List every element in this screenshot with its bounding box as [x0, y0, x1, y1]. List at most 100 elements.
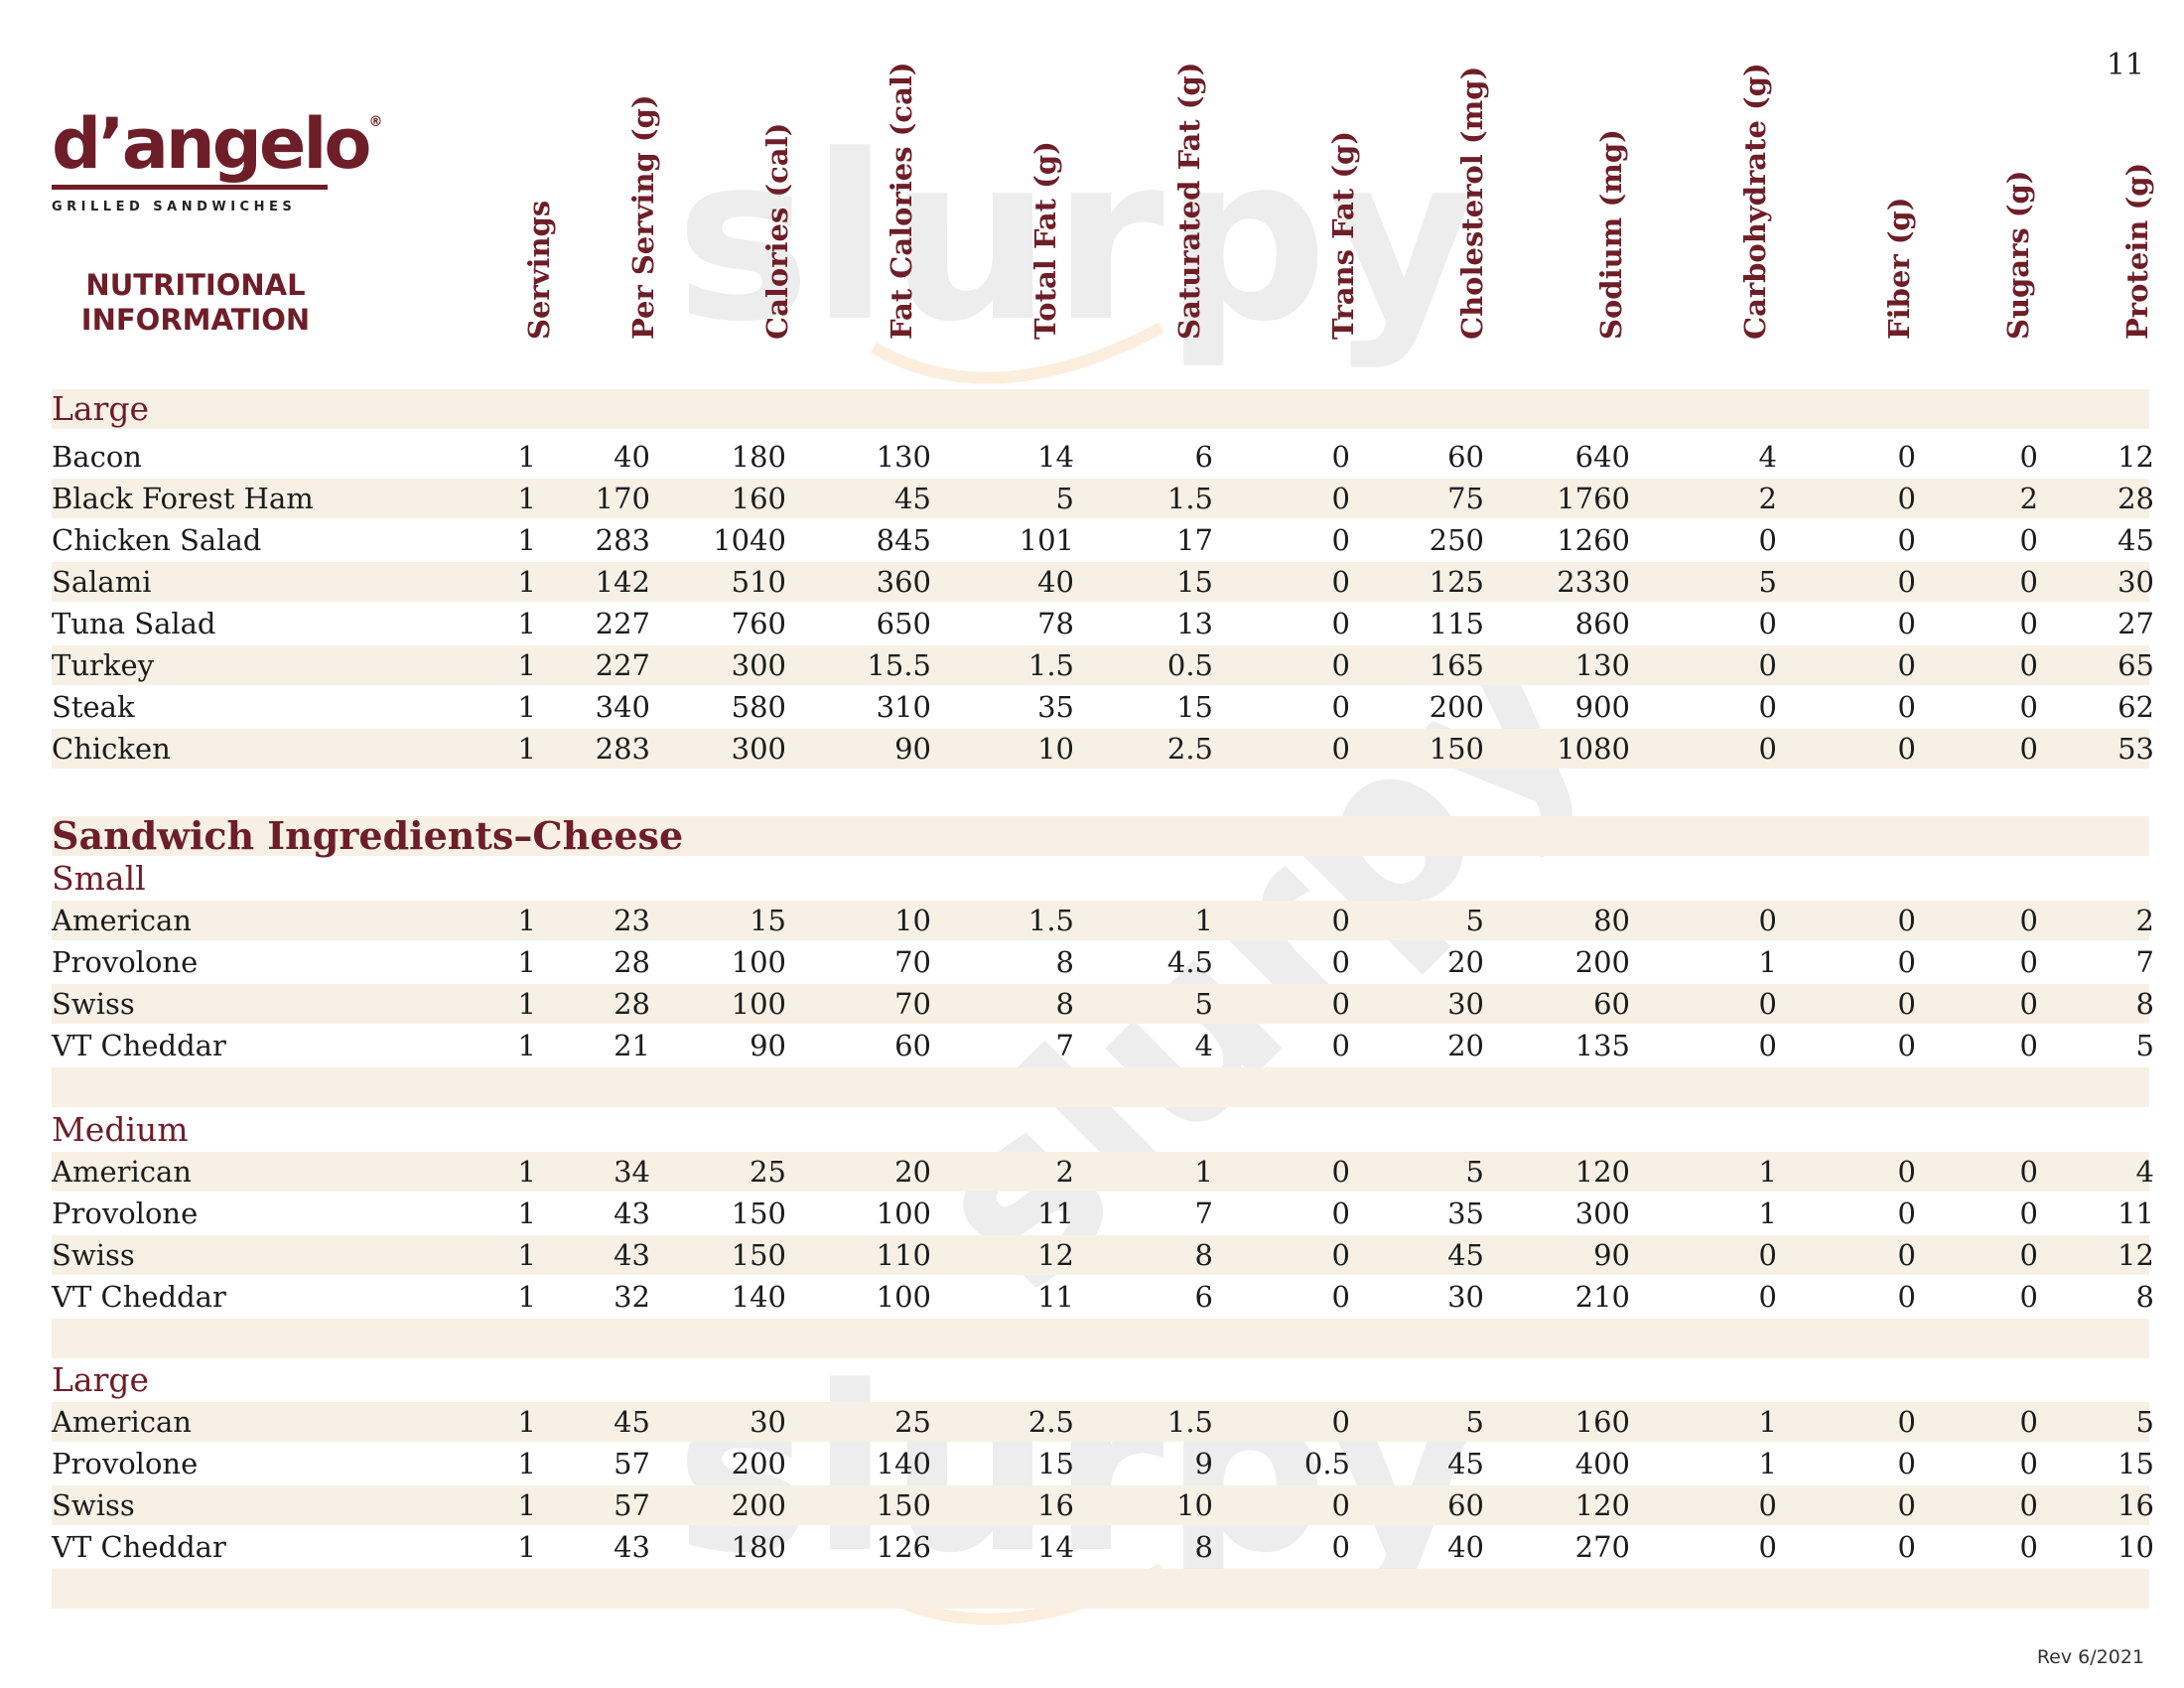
- nutrient-value: 227: [595, 648, 650, 682]
- nutrient-value: 45: [614, 1405, 650, 1439]
- item-name: Chicken Salad: [52, 523, 262, 557]
- nutrient-value: 0: [2019, 1447, 2038, 1480]
- nutrient-value: 150: [731, 1196, 786, 1230]
- nutrient-value: 845: [876, 523, 931, 557]
- table-row: Provolone 1 43 150 100 11 7 0 35 300 1 0 0 11: [52, 1194, 2154, 1233]
- nutrient-value: 43: [614, 1196, 650, 1230]
- nutrient-value: 0: [2019, 1280, 2038, 1314]
- nutrient-value: 200: [731, 1447, 786, 1480]
- nutrient-value: 15: [1176, 690, 1213, 724]
- nutrient-value: 0: [2019, 607, 2038, 640]
- item-name: Provolone: [52, 1196, 199, 1230]
- nutrient-value: 0: [1331, 904, 1350, 937]
- nutrient-value: 0: [1897, 440, 1916, 474]
- nutrient-value: 1.5: [1166, 1405, 1213, 1439]
- nutrient-value: 100: [876, 1280, 931, 1314]
- nutrient-value: 0: [1331, 1488, 1350, 1522]
- nutrient-value: 283: [595, 523, 650, 557]
- nutrient-value: 8: [1194, 1238, 1213, 1272]
- nutrient-value: 0: [1331, 945, 1350, 979]
- nutrient-value: 580: [731, 690, 786, 724]
- nutrient-value: 0: [1758, 904, 1777, 937]
- nutrient-value: 1: [517, 904, 536, 937]
- nutrient-value: 0: [1758, 1280, 1777, 1314]
- group-title: Large: [52, 389, 150, 428]
- nutrient-value: 100: [731, 987, 786, 1021]
- nutrient-value: 5: [1465, 1155, 1484, 1189]
- nutrient-value: 0: [1897, 565, 1916, 599]
- nutrient-value: 12: [2117, 440, 2154, 474]
- nutrient-value: 0: [1758, 607, 1777, 640]
- nutrient-value: 30: [1447, 987, 1484, 1021]
- nutrient-value: 0: [1331, 732, 1350, 766]
- nutrient-value: 1: [517, 607, 536, 640]
- nutrient-value: 45: [1447, 1447, 1484, 1480]
- nutrient-value: 5: [1465, 904, 1484, 937]
- nutrient-value: 1: [1758, 1447, 1777, 1480]
- item-name: Swiss: [52, 1238, 135, 1272]
- nutrient-value: 20: [1447, 945, 1484, 979]
- nutrient-value: 1: [517, 1238, 536, 1272]
- nutrient-value: 16: [1037, 1488, 1074, 1522]
- nutrient-value: 1: [517, 987, 536, 1021]
- nutrient-value: 4.5: [1166, 945, 1213, 979]
- table-row: Swiss 1 28 100 70 8 5 0 30 60 0 0 0 8: [52, 984, 2154, 1024]
- nutrient-value: 1: [517, 1530, 536, 1564]
- nutrient-value: 15: [1176, 565, 1213, 599]
- table-row: Provolone 1 57 200 140 15 9 0.5 45 400 1 0 0 15: [52, 1444, 2154, 1483]
- nutrient-value: 0: [1897, 648, 1916, 682]
- revision-note: Rev 6/2021: [2036, 1646, 2144, 1668]
- item-name: Black Forest Ham: [52, 482, 314, 515]
- nutrient-value: 70: [894, 945, 931, 979]
- brand-logo: d’angelo® GRILLED SANDWICHES: [52, 109, 382, 214]
- nutrient-value: 0: [1897, 1488, 1916, 1522]
- nutrient-value: 35: [1447, 1196, 1484, 1230]
- nutrient-value: 0: [1758, 732, 1777, 766]
- nutrient-value: 0.5: [1166, 648, 1213, 682]
- nutrient-value: 70: [894, 987, 931, 1021]
- table-row: Turkey 1 227 300 15.5 1.5 0.5 0 165 130 0 0 0 65: [52, 645, 2154, 685]
- item-name: Tuna Salad: [52, 607, 216, 640]
- nutrient-value: 1: [517, 1029, 536, 1062]
- nutrient-value: 300: [731, 648, 786, 682]
- nutrient-value: 2.5: [1027, 1405, 1074, 1439]
- nutrient-value: 57: [614, 1447, 650, 1480]
- nutrient-value: 0: [1331, 565, 1350, 599]
- item-name: Salami: [52, 565, 152, 599]
- nutrient-value: 0: [2019, 1029, 2038, 1062]
- nutrient-value: 12: [1037, 1238, 1074, 1272]
- nutrient-value: 21: [614, 1029, 650, 1062]
- item-name: Chicken: [52, 732, 171, 766]
- nutrient-value: 900: [1574, 690, 1630, 724]
- nutrient-value: 0: [1897, 945, 1916, 979]
- nutrient-value: 27: [2117, 607, 2154, 640]
- nutrient-value: 2: [2019, 482, 2038, 515]
- nutrient-value: 15: [2117, 1447, 2154, 1480]
- nutrient-value: 1: [517, 1196, 536, 1230]
- nutrient-value: 1.5: [1027, 904, 1074, 937]
- nutrient-value: 40: [1447, 1530, 1484, 1564]
- nutrient-value: 0: [1758, 1530, 1777, 1564]
- nutrient-value: 8: [2135, 987, 2154, 1021]
- page-number: 11: [2106, 48, 2144, 82]
- table-row: Provolone 1 28 100 70 8 4.5 0 20 200 1 0 0 7: [52, 942, 2154, 982]
- nutrient-value: 20: [1447, 1029, 1484, 1062]
- nutrient-value: 40: [614, 440, 650, 474]
- item-name: American: [52, 1155, 192, 1189]
- nutrient-value: 0: [1331, 440, 1350, 474]
- table-row: Chicken Salad 1 283 1040 845 101 17 0 250 1260 0 0 0…: [52, 520, 2154, 560]
- nutrient-value: 0: [1331, 1530, 1350, 1564]
- nutrient-value: 0: [1897, 1238, 1916, 1272]
- nutrient-value: 0: [1331, 987, 1350, 1021]
- nutrient-value: 14: [1037, 440, 1074, 474]
- nutrient-value: 0: [2019, 945, 2038, 979]
- group-title-band: [52, 1360, 2149, 1400]
- nutrient-value: 0: [1758, 1029, 1777, 1062]
- nutrient-value: 160: [731, 482, 786, 515]
- nutrient-value: 60: [1593, 987, 1630, 1021]
- nutrient-value: 0: [2019, 1405, 2038, 1439]
- nutrient-value: 1: [517, 1488, 536, 1522]
- nutrient-value: 30: [1447, 1280, 1484, 1314]
- nutrient-value: 0: [1897, 1530, 1916, 1564]
- nutrient-value: 10: [1176, 1488, 1213, 1522]
